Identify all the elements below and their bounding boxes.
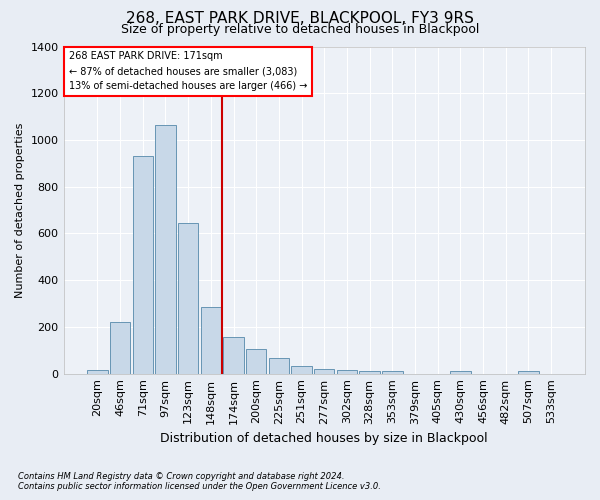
Bar: [337, 370, 357, 374]
Bar: [223, 338, 244, 374]
Text: Contains public sector information licensed under the Open Government Licence v3: Contains public sector information licen…: [18, 482, 381, 491]
Bar: [314, 369, 334, 374]
Bar: [518, 372, 539, 374]
Bar: [133, 156, 153, 374]
Text: 268, EAST PARK DRIVE, BLACKPOOL, FY3 9RS: 268, EAST PARK DRIVE, BLACKPOOL, FY3 9RS: [126, 11, 474, 26]
Bar: [110, 322, 130, 374]
Bar: [155, 125, 176, 374]
Bar: [382, 372, 403, 374]
Bar: [200, 307, 221, 374]
Bar: [292, 366, 312, 374]
Text: Contains HM Land Registry data © Crown copyright and database right 2024.: Contains HM Land Registry data © Crown c…: [18, 472, 344, 481]
Bar: [359, 372, 380, 374]
Text: 268 EAST PARK DRIVE: 171sqm
← 87% of detached houses are smaller (3,083)
13% of : 268 EAST PARK DRIVE: 171sqm ← 87% of det…: [69, 52, 307, 91]
Bar: [87, 370, 107, 374]
X-axis label: Distribution of detached houses by size in Blackpool: Distribution of detached houses by size …: [160, 432, 488, 445]
Bar: [269, 358, 289, 374]
Bar: [178, 223, 199, 374]
Bar: [246, 349, 266, 374]
Bar: [450, 372, 470, 374]
Y-axis label: Number of detached properties: Number of detached properties: [15, 122, 25, 298]
Text: Size of property relative to detached houses in Blackpool: Size of property relative to detached ho…: [121, 22, 479, 36]
